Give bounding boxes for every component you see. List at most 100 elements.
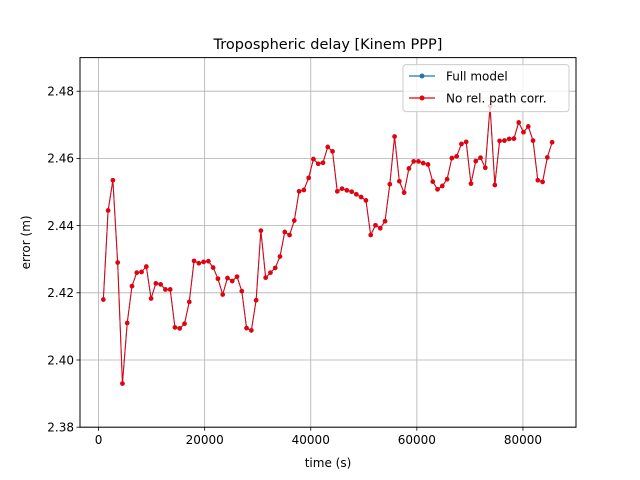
data-point xyxy=(249,328,254,333)
data-point xyxy=(411,159,416,164)
data-point xyxy=(454,154,459,159)
data-point xyxy=(139,269,144,275)
data-point xyxy=(110,177,116,183)
data-point xyxy=(287,232,292,238)
data-point xyxy=(330,149,335,154)
data-point xyxy=(268,270,273,275)
data-point xyxy=(430,179,436,184)
data-point xyxy=(420,160,426,166)
x-tick-label: 20000 xyxy=(186,433,224,447)
data-point xyxy=(186,299,192,305)
x-axis: 0 20000 40000 60000 80000 xyxy=(95,427,542,447)
data-point xyxy=(315,161,321,167)
data-point xyxy=(449,155,455,161)
data-point xyxy=(525,124,531,129)
legend: Full model No rel. path corr. xyxy=(402,64,570,113)
data-point xyxy=(120,381,125,386)
data-point xyxy=(549,139,555,145)
data-point xyxy=(401,190,407,195)
data-point xyxy=(263,275,268,280)
data-point xyxy=(167,287,173,292)
data-point xyxy=(210,265,216,270)
data-point xyxy=(492,182,498,188)
data-point xyxy=(311,156,316,162)
data-point xyxy=(473,158,479,164)
data-point xyxy=(244,325,249,331)
data-point xyxy=(234,274,240,279)
data-point xyxy=(101,297,106,302)
data-point xyxy=(196,260,202,266)
x-tick-label: 0 xyxy=(95,433,103,447)
plot-frame xyxy=(79,57,577,428)
data-point xyxy=(506,136,512,142)
y-tick-label: 2.42 xyxy=(47,286,74,300)
data-point xyxy=(301,187,307,193)
data-point xyxy=(129,283,135,289)
data-point xyxy=(416,159,421,164)
data-point xyxy=(229,278,235,284)
data-point xyxy=(105,208,111,213)
data-point xyxy=(358,194,364,200)
data-point xyxy=(144,264,149,269)
data-point xyxy=(134,270,140,275)
data-point xyxy=(258,228,264,233)
data-point xyxy=(354,192,359,197)
grid-lines xyxy=(80,57,576,428)
data-point xyxy=(325,144,331,150)
y-tick-label: 2.48 xyxy=(47,85,74,99)
data-point xyxy=(277,254,283,259)
data-point xyxy=(382,218,388,224)
data-point xyxy=(296,189,302,194)
x-axis-label: time (s) xyxy=(305,456,352,470)
legend-label-no-rel-path-corr: No rel. path corr. xyxy=(446,92,547,106)
data-point xyxy=(334,189,340,194)
data-point xyxy=(182,321,187,327)
data-point xyxy=(373,222,378,228)
data-point xyxy=(425,162,431,167)
data-point xyxy=(220,292,225,297)
data-point xyxy=(239,288,245,294)
data-point xyxy=(540,179,545,185)
data-point xyxy=(306,175,311,181)
data-point xyxy=(521,129,526,135)
data-point xyxy=(206,258,211,264)
y-tick-label: 2.38 xyxy=(47,421,74,435)
data-point xyxy=(172,325,178,330)
data-point xyxy=(339,186,345,191)
data-point xyxy=(435,187,440,192)
data-point xyxy=(191,258,197,264)
x-tick-label: 60000 xyxy=(398,433,436,447)
data-point xyxy=(368,232,374,238)
data-point xyxy=(397,178,402,184)
legend-label-full-model: Full model xyxy=(446,70,508,84)
y-tick-label: 2.46 xyxy=(47,152,74,166)
legend-marker-no-rel-path-corr xyxy=(419,95,425,101)
data-point xyxy=(387,181,393,187)
data-point xyxy=(406,166,412,171)
y-axis-label: error (m) xyxy=(19,215,33,269)
data-point xyxy=(459,141,464,147)
data-point xyxy=(535,177,541,183)
y-tick-label: 2.40 xyxy=(47,353,74,367)
y-axis: 2.38 2.40 2.42 2.44 2.46 2.48 xyxy=(47,85,80,435)
data-point xyxy=(482,165,488,171)
data-point xyxy=(158,282,163,287)
data-point xyxy=(511,136,517,141)
series-layer xyxy=(101,104,555,386)
data-point xyxy=(502,138,507,143)
legend-box xyxy=(402,64,570,113)
data-point xyxy=(349,189,354,194)
data-point xyxy=(148,296,154,301)
data-point xyxy=(478,155,483,161)
data-point xyxy=(177,326,183,331)
data-point xyxy=(153,281,159,286)
data-point xyxy=(272,265,278,271)
series-1 xyxy=(101,104,555,386)
data-point xyxy=(444,176,450,182)
data-point xyxy=(344,188,350,193)
data-point xyxy=(497,138,502,144)
data-point xyxy=(163,287,168,292)
data-point xyxy=(115,260,120,265)
data-point xyxy=(530,138,536,143)
